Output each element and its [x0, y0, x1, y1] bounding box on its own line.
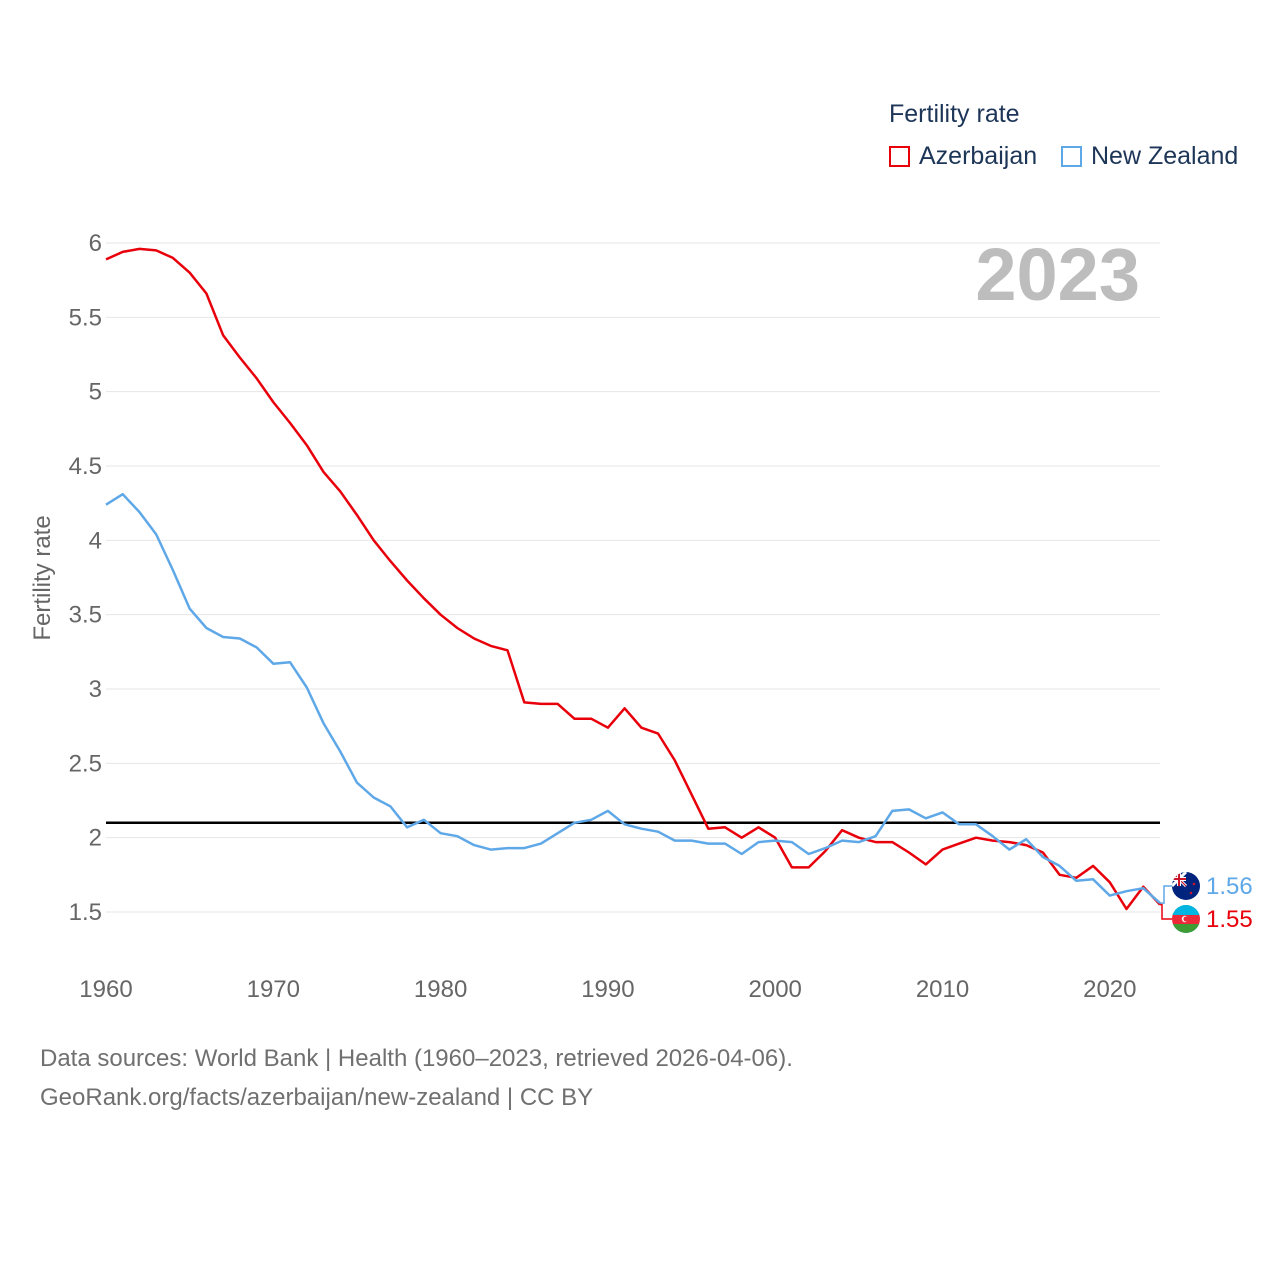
- year-watermark: 2023: [975, 233, 1140, 316]
- y-tick-label: 4.5: [69, 453, 102, 480]
- azerbaijan-flag-icon: [1172, 905, 1200, 933]
- x-tick-label: 2000: [749, 976, 802, 1003]
- y-tick-label: 6: [89, 230, 102, 257]
- series-line-new-zealand: [105, 492, 1161, 905]
- end-label-azerbaijan: 1.55: [1206, 906, 1253, 933]
- legend-label-new-zealand: New Zealand: [1091, 142, 1239, 170]
- legend-label-azerbaijan: Azerbaijan: [919, 142, 1038, 170]
- legend-item-azerbaijan[interactable]: Azerbaijan: [889, 142, 1037, 171]
- x-tick-label: 1970: [247, 976, 300, 1003]
- x-tick-label: 2010: [916, 976, 969, 1003]
- connector-azerbaijan: [1160, 903, 1172, 920]
- y-tick-label: 3.5: [69, 602, 102, 629]
- y-axis-label: Fertility rate: [29, 515, 56, 640]
- legend-item-new-zealand[interactable]: New Zealand: [1061, 142, 1238, 171]
- y-tick-label: 5: [89, 379, 102, 406]
- footer-attribution[interactable]: GeoRank.org/facts/azerbaijan/new-zealand…: [40, 1084, 594, 1111]
- y-tick-label: 3: [89, 676, 102, 703]
- x-tick-label: 1960: [79, 976, 132, 1003]
- connector-new-zealand: [1160, 885, 1172, 904]
- y-tick-label: 4: [89, 527, 102, 554]
- y-tick-label: 1.5: [69, 899, 102, 926]
- x-tick-label: 1980: [414, 976, 467, 1003]
- y-tick-label: 2.5: [69, 750, 102, 777]
- legend-swatch-new-zealand: [1061, 146, 1082, 167]
- new-zealand-flag-icon: [1172, 872, 1200, 900]
- x-tick-label: 1990: [581, 976, 634, 1003]
- series-line-azerbaijan: [105, 247, 1161, 911]
- footer-sources: Data sources: World Bank | Health (1960–…: [40, 1045, 793, 1072]
- x-tick-label: 2020: [1083, 976, 1136, 1003]
- legend-title: Fertility rate: [889, 100, 1020, 128]
- y-tick-label: 2: [89, 825, 102, 852]
- y-tick-label: 5.5: [69, 304, 102, 331]
- end-label-new-zealand: 1.56: [1206, 873, 1253, 900]
- legend-swatch-azerbaijan: [889, 146, 910, 167]
